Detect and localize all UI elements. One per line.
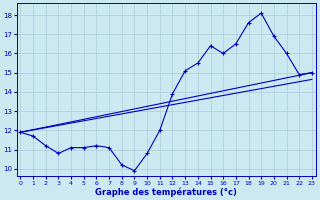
X-axis label: Graphe des températures (°c): Graphe des températures (°c): [95, 187, 237, 197]
